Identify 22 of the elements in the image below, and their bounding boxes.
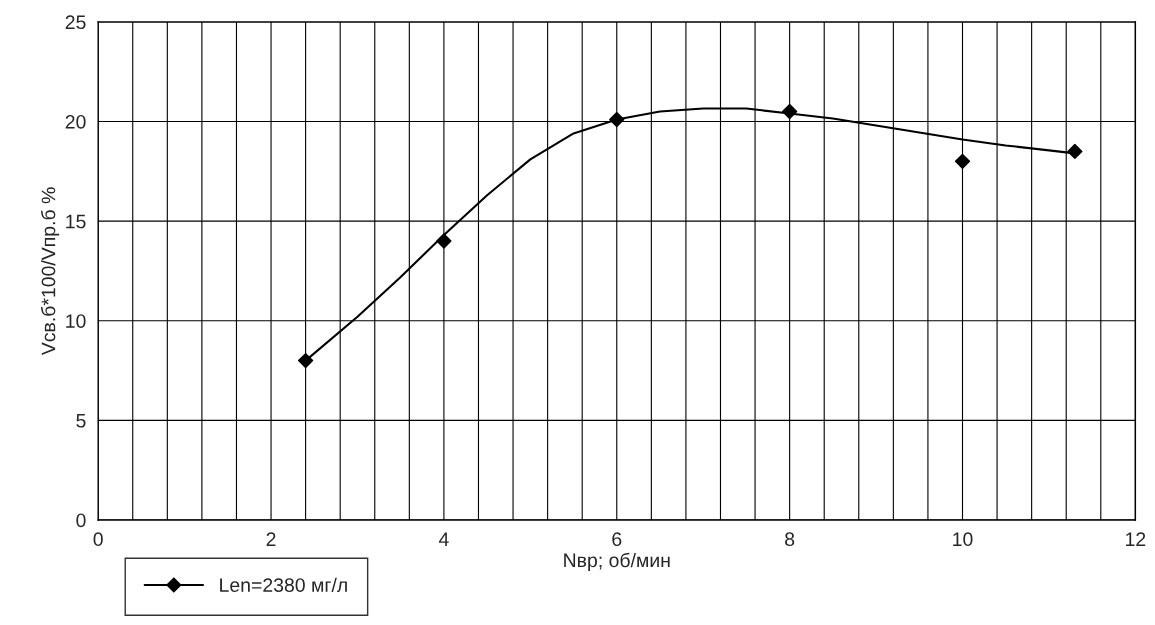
y-axis-title: Vсв.б*100/Vпр.б % — [40, 187, 60, 356]
x-tick-label: 10 — [953, 532, 973, 547]
point — [436, 233, 452, 249]
x-axis-title: Nвр; об/мин — [564, 552, 670, 572]
x-tick-label: 12 — [1126, 532, 1146, 546]
point — [954, 153, 971, 169]
point — [609, 111, 625, 128]
y-tick-label: 5 — [76, 414, 86, 428]
legend-label: Len=2380 мг/л — [220, 577, 347, 592]
y-tick-label: 20 — [65, 114, 86, 129]
y-tick-label: 15 — [66, 214, 86, 229]
y-tick-label: 10 — [66, 314, 86, 328]
x-tick-label: 0 — [93, 532, 103, 547]
x-tick-label: 4 — [438, 532, 449, 546]
x-tick-label: 6 — [612, 532, 622, 547]
point — [1067, 143, 1083, 160]
point — [781, 103, 798, 120]
y-tick-label: 25 — [65, 15, 86, 30]
x-tick-label: 8 — [785, 532, 795, 547]
x-tick-label: 2 — [266, 532, 276, 546]
y-tick-label: 0 — [76, 513, 86, 528]
point — [297, 352, 314, 369]
